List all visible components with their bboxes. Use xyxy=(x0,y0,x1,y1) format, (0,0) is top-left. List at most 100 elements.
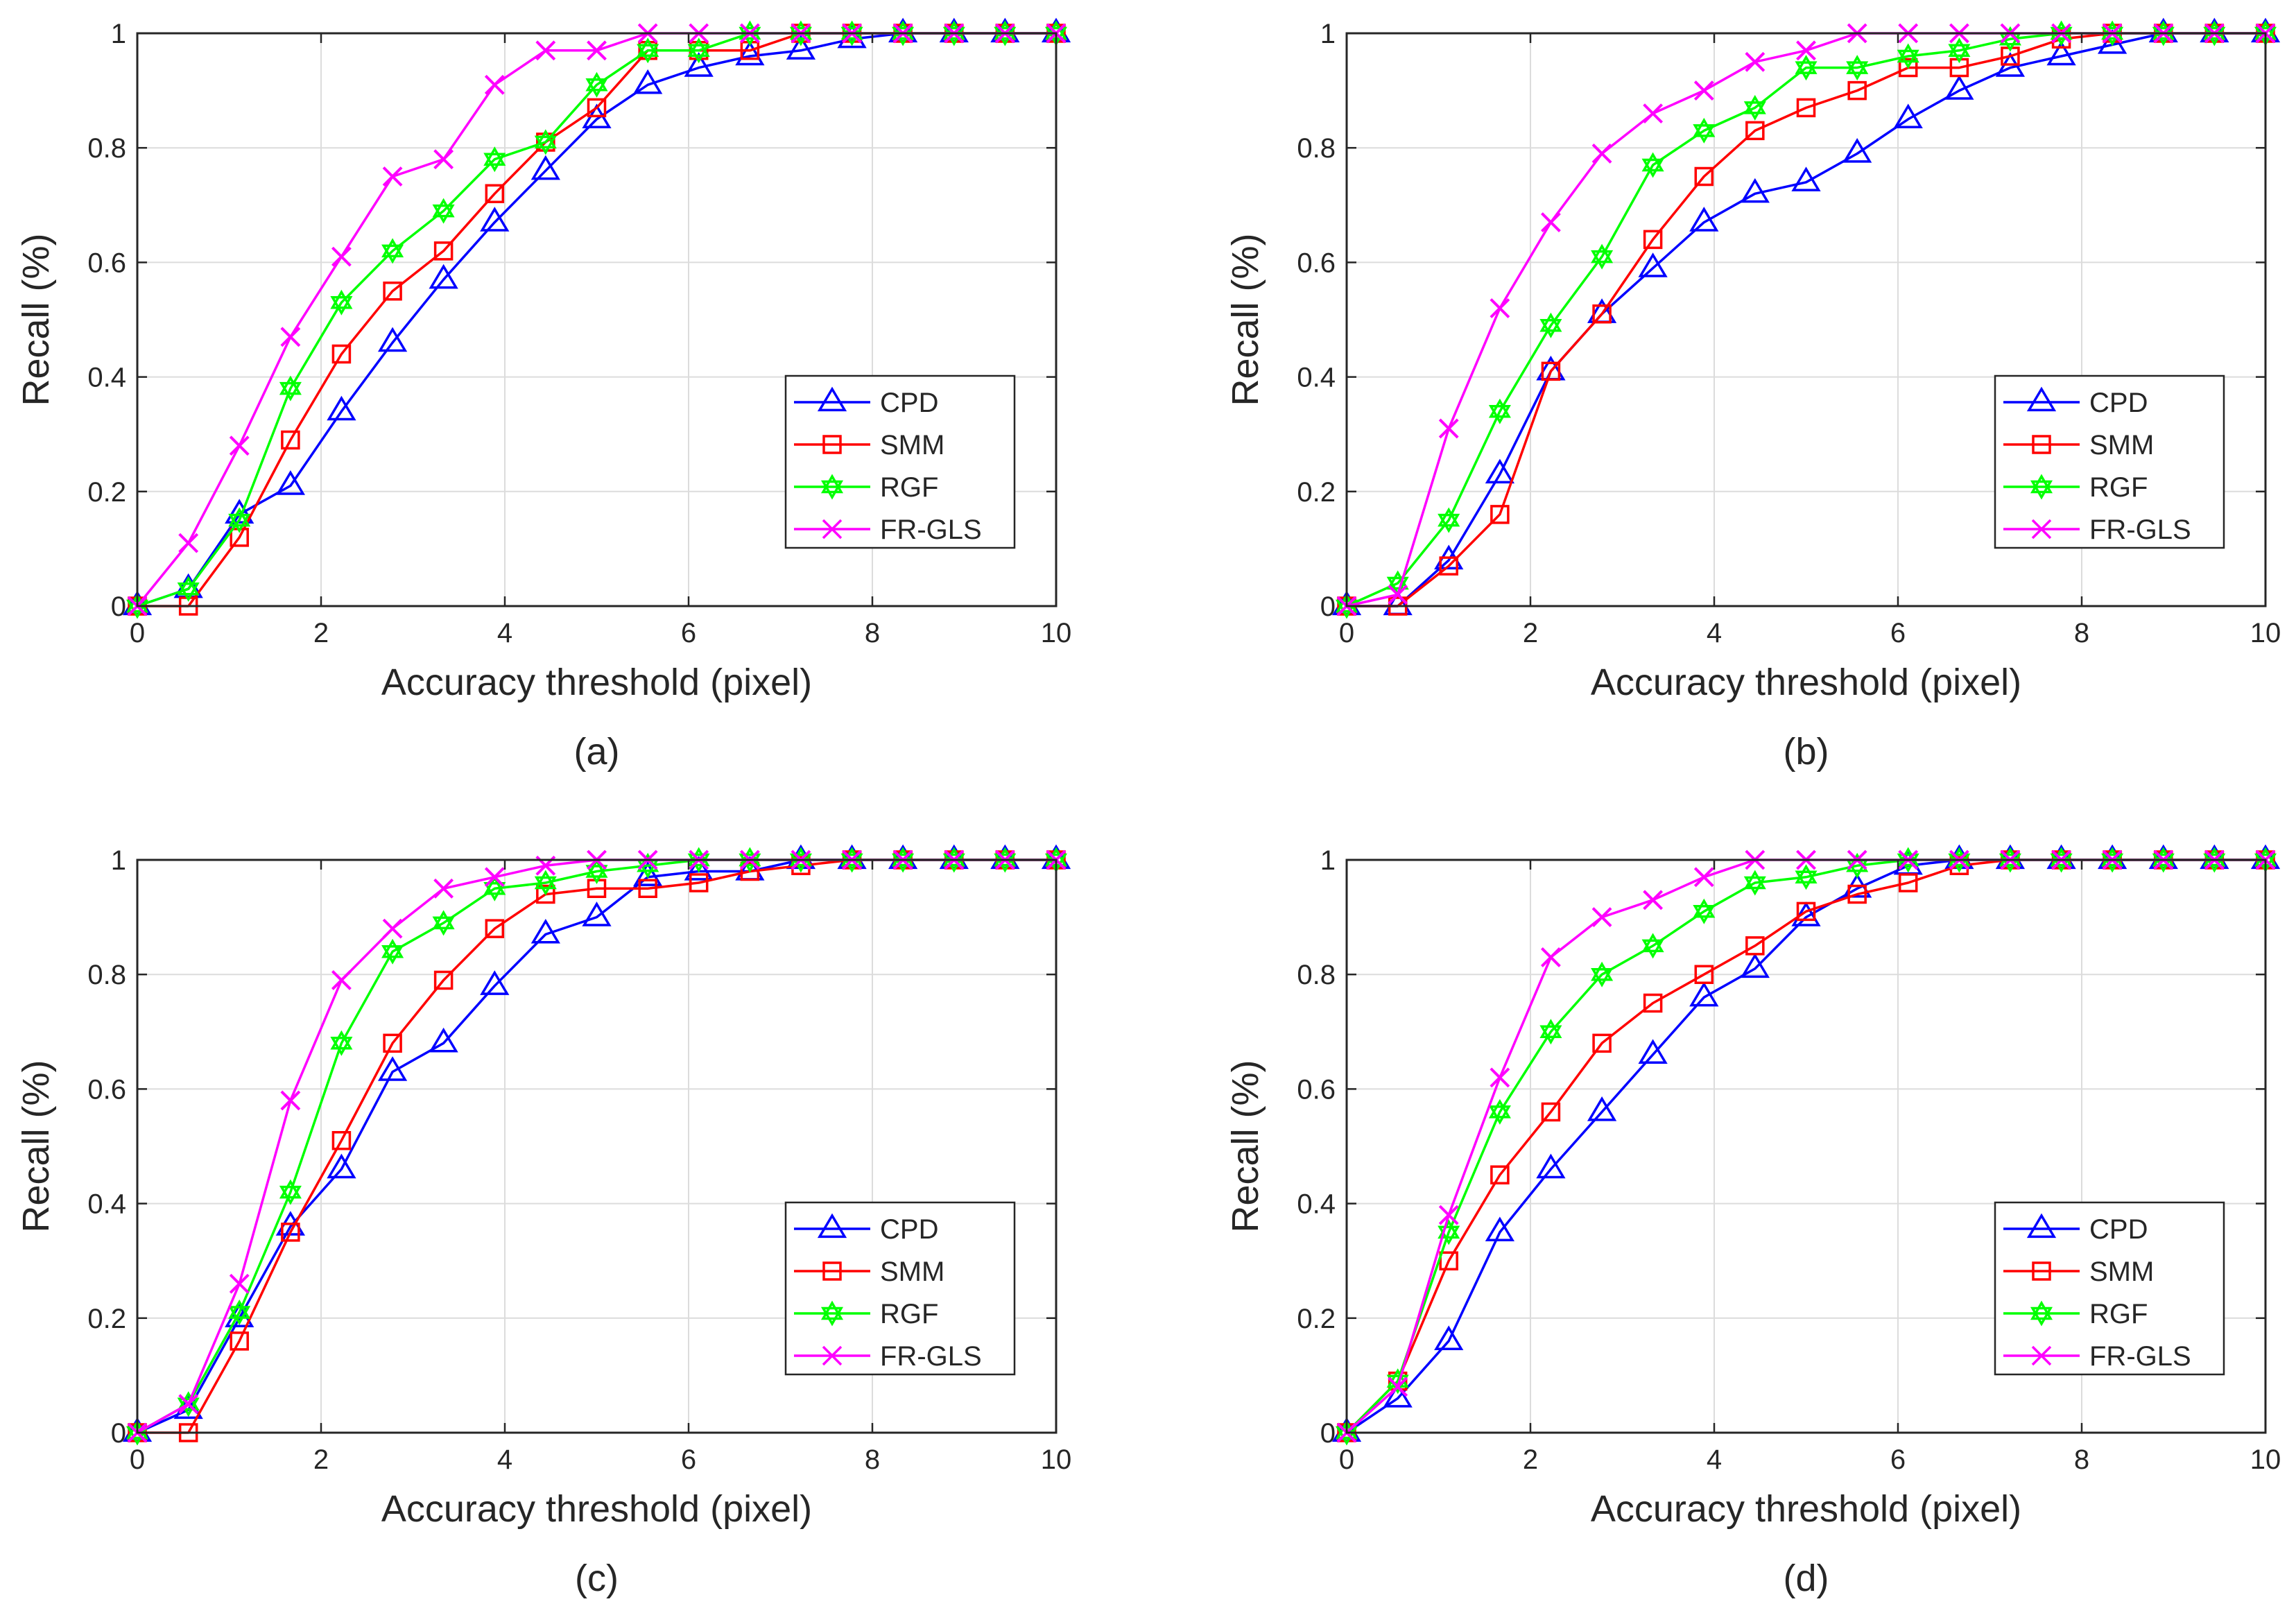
data-point-fr-gls xyxy=(1541,947,1561,967)
data-point-smm xyxy=(638,879,657,899)
data-point-smm xyxy=(1490,505,1510,524)
data-point-smm xyxy=(383,281,402,301)
data-point-fr-gls xyxy=(1438,418,1459,439)
data-point-rgf xyxy=(534,870,557,896)
data-point-rgf xyxy=(483,146,506,173)
data-point-cpd xyxy=(735,40,765,66)
legend-label-smm: SMM xyxy=(2089,430,2154,460)
panel-caption: (d) xyxy=(1784,1558,1829,1599)
panel-caption: (c) xyxy=(575,1558,619,1599)
data-point-fr-gls xyxy=(1745,51,1766,72)
x-tick-label: 6 xyxy=(681,618,696,648)
data-point-cpd xyxy=(1740,953,1770,978)
y-tick-label: 0 xyxy=(111,592,126,622)
data-point-smm xyxy=(2001,46,2020,66)
data-point-cpd xyxy=(327,1153,356,1179)
legend-label-cpd: CPD xyxy=(880,388,938,418)
y-tick-label: 0 xyxy=(1320,1418,1336,1449)
x-tick-label: 2 xyxy=(313,618,329,648)
panel-caption: (b) xyxy=(1784,731,1829,773)
data-point-cpd xyxy=(1485,1216,1515,1242)
data-point-rgf xyxy=(1438,507,1460,533)
data-point-smm xyxy=(1643,993,1663,1013)
data-point-cpd xyxy=(1434,1325,1464,1350)
x-tick-label: 0 xyxy=(1339,1444,1354,1475)
data-point-smm xyxy=(1898,58,1918,78)
axes-box xyxy=(136,859,1058,1434)
chart-panel-1: 0 2 4 6 8 10 0 0.2 0.4 0.6 0.8 1 Accuracy threshold … xyxy=(15,17,1072,773)
y-tick-label: 0.2 xyxy=(1297,477,1336,508)
data-point-smm xyxy=(1796,901,1816,922)
data-point-fr-gls xyxy=(178,533,199,553)
data-point-rgf xyxy=(381,938,404,965)
data-point-cpd xyxy=(1791,166,1821,191)
data-point-cpd xyxy=(429,1027,458,1053)
data-point-cpd xyxy=(1638,1039,1668,1064)
x-tick-label: 2 xyxy=(1523,618,1538,648)
y-tick-label: 0 xyxy=(1320,592,1336,622)
x-tick-label: 2 xyxy=(313,1444,329,1475)
data-point-cpd xyxy=(1689,981,1719,1007)
legend-marker-cpd xyxy=(817,386,847,412)
y-tick-label: 1 xyxy=(1320,19,1336,49)
y-tick-label: 0.2 xyxy=(1297,1304,1336,1334)
data-point-smm xyxy=(230,528,249,547)
data-point-rgf xyxy=(279,1179,302,1205)
data-point-fr-gls xyxy=(1643,103,1664,124)
data-point-rgf xyxy=(1897,43,1919,69)
x-tick-label: 4 xyxy=(1707,618,1722,648)
data-point-smm xyxy=(1847,884,1867,904)
data-point-smm xyxy=(485,919,505,938)
x-tick-label: 6 xyxy=(1890,618,1906,648)
data-point-cpd xyxy=(837,23,867,49)
legend-marker-rgf xyxy=(820,474,844,500)
data-point-fr-gls xyxy=(1693,867,1714,888)
data-point-fr-gls xyxy=(1693,80,1714,101)
legend-label-smm: SMM xyxy=(880,430,944,460)
x-axis-label: Accuracy threshold (pixel) xyxy=(381,1488,812,1530)
legend-label-fr-gls: FR-GLS xyxy=(2089,1341,2191,1372)
data-point-cpd xyxy=(377,327,408,352)
data-point-rgf xyxy=(330,1030,353,1056)
data-point-cpd xyxy=(275,470,306,495)
legend-label-cpd: CPD xyxy=(2089,388,2148,418)
axes-box xyxy=(1345,32,2267,607)
data-point-cpd xyxy=(480,970,510,995)
data-point-cpd xyxy=(480,207,510,232)
legend-label-rgf: RGF xyxy=(880,1299,938,1329)
data-point-rgf xyxy=(1488,398,1511,424)
legend-marker-rgf xyxy=(2030,1300,2053,1327)
data-point-smm xyxy=(1847,80,1867,101)
legend-label-rgf: RGF xyxy=(880,472,938,503)
data-point-smm xyxy=(281,430,300,450)
data-point-rgf xyxy=(585,859,608,884)
data-point-smm xyxy=(1694,166,1714,187)
data-point-fr-gls xyxy=(1591,907,1612,928)
legend-label-cpd: CPD xyxy=(880,1214,938,1245)
x-tick-label: 10 xyxy=(1041,618,1072,648)
data-point-smm xyxy=(1541,1102,1561,1122)
legend-marker-smm xyxy=(822,1261,842,1281)
x-tick-label: 10 xyxy=(2250,1444,2281,1475)
legend-marker-rgf xyxy=(2030,474,2053,500)
legend-marker-fr-gls xyxy=(822,519,843,540)
legend: CPD SMM RGF FR-GLS xyxy=(784,374,1016,549)
x-tick-label: 8 xyxy=(2074,1444,2089,1475)
data-point-fr-gls xyxy=(229,1273,250,1294)
data-point-rgf xyxy=(1693,898,1716,924)
data-point-rgf xyxy=(1743,870,1766,896)
data-point-rgf xyxy=(1693,117,1716,144)
data-point-smm xyxy=(331,344,352,364)
data-point-smm xyxy=(383,1033,402,1053)
data-point-smm xyxy=(433,241,454,261)
data-point-smm xyxy=(1796,98,1816,118)
data-point-smm xyxy=(1745,121,1765,141)
data-point-smm xyxy=(689,873,709,892)
data-point-fr-gls xyxy=(331,246,352,267)
legend-marker-fr-gls xyxy=(2031,1345,2052,1366)
data-point-smm xyxy=(1694,965,1714,984)
axes-box xyxy=(136,32,1058,607)
x-tick-label: 2 xyxy=(1523,1444,1538,1475)
data-point-rgf xyxy=(432,198,455,224)
data-point-fr-gls xyxy=(178,1394,199,1415)
